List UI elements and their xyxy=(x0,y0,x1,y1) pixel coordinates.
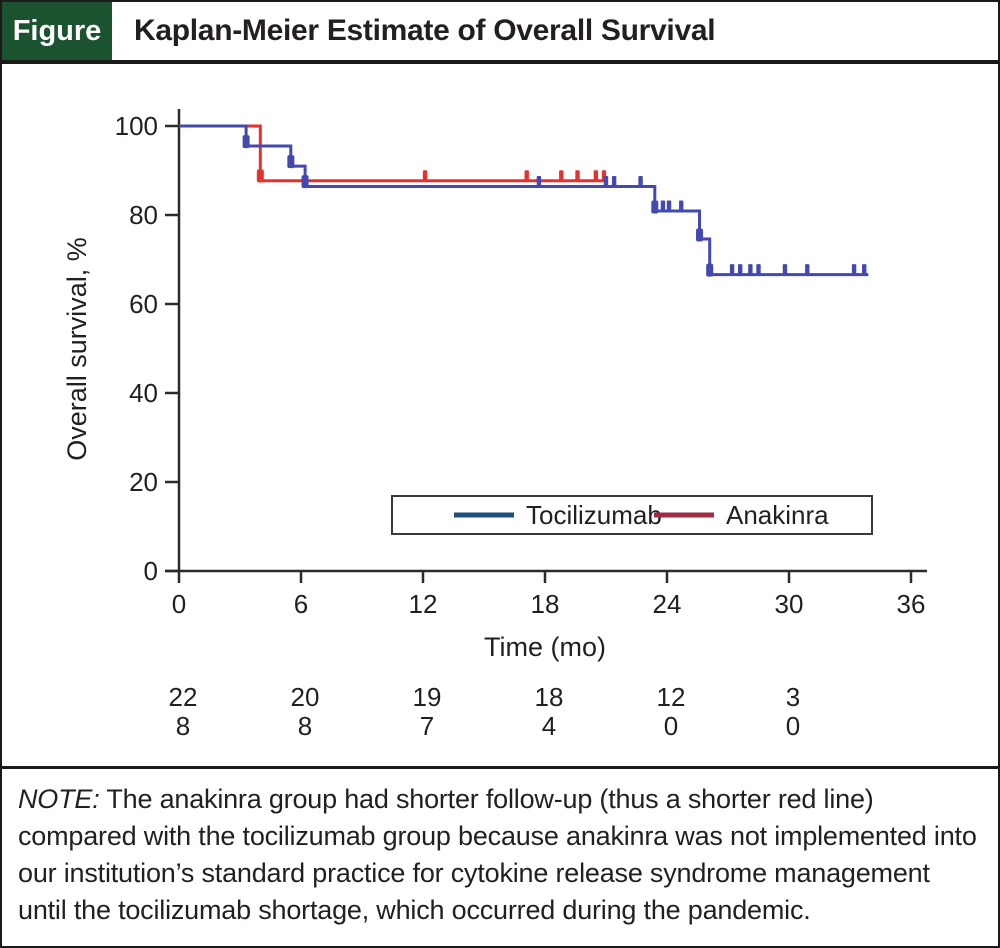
censor-tick xyxy=(748,264,753,276)
survival-curve-tocilizumab xyxy=(179,124,869,277)
at-risk-value-tocilizumab: 3 xyxy=(786,682,800,712)
chart-panel: 0 20 40 60 80 100 0 6 12 18 24 30 36 Overall survival… xyxy=(2,64,998,766)
censor-tick xyxy=(851,264,857,276)
note-panel: NOTE: The anakinra group had shorter fol… xyxy=(2,766,998,929)
censor-tick xyxy=(536,176,542,188)
censor-tick xyxy=(422,170,428,182)
x-axis-title: Time (mo) xyxy=(484,632,606,662)
at-risk-value-anakinra: 8 xyxy=(298,711,312,741)
at-risk-value-anakinra: 4 xyxy=(542,711,556,741)
x-tick-label: 24 xyxy=(653,589,682,619)
censor-blob xyxy=(242,135,250,149)
censor-tick xyxy=(524,170,529,182)
censor-tick xyxy=(593,170,599,182)
censor-tick xyxy=(862,264,867,276)
x-tick-label: 36 xyxy=(897,589,926,619)
legend-box xyxy=(391,495,873,535)
y-axis-title: Overall survival, % xyxy=(62,237,92,461)
x-tick-label: 18 xyxy=(531,589,560,619)
censor-blob xyxy=(301,175,309,189)
censor-tick xyxy=(782,264,788,276)
y-tick-label: 40 xyxy=(129,378,158,408)
censor-blob xyxy=(256,169,264,183)
at-risk-table: 22 20 19 18 12 3 8 8 7 4 0 0 xyxy=(169,682,801,741)
at-risk-value-anakinra: 7 xyxy=(420,711,434,741)
note-body: The anakinra group had shorter follow-up… xyxy=(18,784,977,925)
censor-blob xyxy=(696,228,704,242)
censor-tick xyxy=(603,176,609,188)
figure-title: Kaplan-Meier Estimate of Overall Surviva… xyxy=(134,14,716,47)
censor-tick xyxy=(611,176,617,188)
censor-tick xyxy=(756,264,761,276)
at-risk-value-tocilizumab: 12 xyxy=(657,682,686,712)
at-risk-value-anakinra: 0 xyxy=(664,711,678,741)
figure-header: Figure Kaplan-Meier Estimate of Overall … xyxy=(2,2,998,64)
at-risk-value-tocilizumab: 20 xyxy=(291,682,320,712)
y-tick-label: 80 xyxy=(129,200,158,230)
x-tick-label: 6 xyxy=(294,589,308,619)
censor-tick xyxy=(638,176,643,188)
censor-blob xyxy=(651,200,659,214)
survival-curve-anakinra xyxy=(179,124,604,183)
censor-tick xyxy=(729,264,735,276)
y-tick-label: 20 xyxy=(129,467,158,497)
censor-tick xyxy=(805,264,810,276)
at-risk-value-anakinra: 0 xyxy=(786,711,800,741)
at-risk-value-anakinra: 8 xyxy=(176,711,190,741)
note-prefix: NOTE: xyxy=(18,784,100,814)
x-tick-label: 30 xyxy=(775,589,804,619)
censor-tick xyxy=(660,200,666,212)
axes: 0 20 40 60 80 100 0 6 12 18 24 30 36 Overall survival… xyxy=(62,109,927,662)
censor-tick xyxy=(575,170,580,182)
legend-label-tocilizumab: Tocilizumab xyxy=(526,500,662,530)
at-risk-value-tocilizumab: 19 xyxy=(413,682,442,712)
y-tick-label: 100 xyxy=(115,111,158,141)
x-tick-label: 12 xyxy=(409,589,438,619)
censor-tick xyxy=(559,170,564,182)
x-tick-label: 0 xyxy=(172,589,186,619)
at-risk-value-tocilizumab: 22 xyxy=(169,682,198,712)
y-tick-label: 60 xyxy=(129,289,158,319)
y-tick-label: 0 xyxy=(144,556,158,586)
censor-blob xyxy=(287,155,295,169)
note-text: NOTE: The anakinra group had shorter fol… xyxy=(18,781,982,929)
censor-tick xyxy=(679,200,684,212)
legend-label-anakinra: Anakinra xyxy=(726,500,829,530)
censor-tick xyxy=(738,264,743,276)
at-risk-value-tocilizumab: 18 xyxy=(535,682,564,712)
censor-tick xyxy=(666,200,672,212)
legend: Tocilizumab Anakinra xyxy=(391,495,873,535)
series-anakinra xyxy=(179,124,607,183)
censor-blob xyxy=(706,263,714,277)
series-tocilizumab xyxy=(179,124,869,277)
figure-tag-badge: Figure xyxy=(2,2,112,60)
